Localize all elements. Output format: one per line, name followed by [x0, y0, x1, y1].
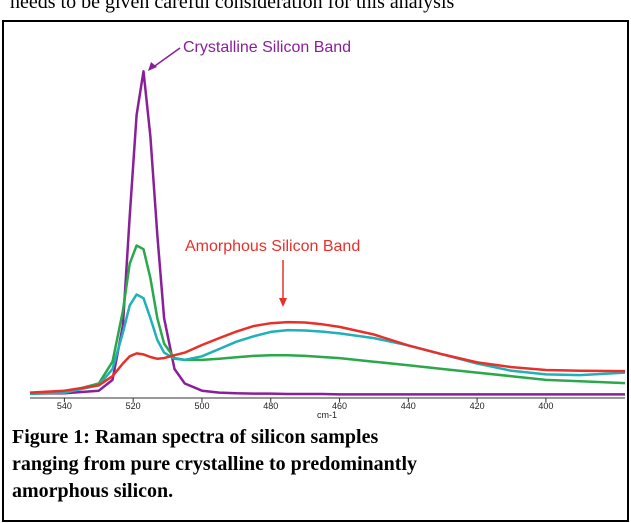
- annotation-arrowhead: [279, 298, 287, 307]
- x-tick-label: 540: [57, 401, 72, 411]
- annotation-arrowhead: [148, 62, 157, 71]
- caption-line: Figure 1: Raman spectra of silicon sampl…: [12, 426, 378, 448]
- x-tick-label: 480: [263, 401, 278, 411]
- series-line: [29, 320, 626, 394]
- x-tick-label: 420: [470, 401, 485, 411]
- x-tick-label: 400: [538, 401, 553, 411]
- annotation-arrow: [151, 47, 181, 69]
- x-tick-label: 520: [126, 401, 141, 411]
- annotation: Crystalline Silicon Band: [183, 39, 351, 56]
- x-tick-label: 460: [332, 401, 347, 411]
- x-tick-label: 500: [194, 401, 209, 411]
- header-text: needs to be given careful consideration …: [10, 0, 455, 13]
- series-line: [29, 244, 626, 395]
- caption-line: ranging from pure crystalline to predomi…: [12, 453, 417, 475]
- annotation: Amorphous Silicon Band: [185, 238, 360, 255]
- series-line: [29, 70, 625, 396]
- caption-line: amorphous silicon.: [12, 480, 173, 502]
- x-tick-label: 440: [401, 401, 416, 411]
- figure-frame: [2, 20, 629, 522]
- x-axis-label: cm-1: [317, 410, 337, 420]
